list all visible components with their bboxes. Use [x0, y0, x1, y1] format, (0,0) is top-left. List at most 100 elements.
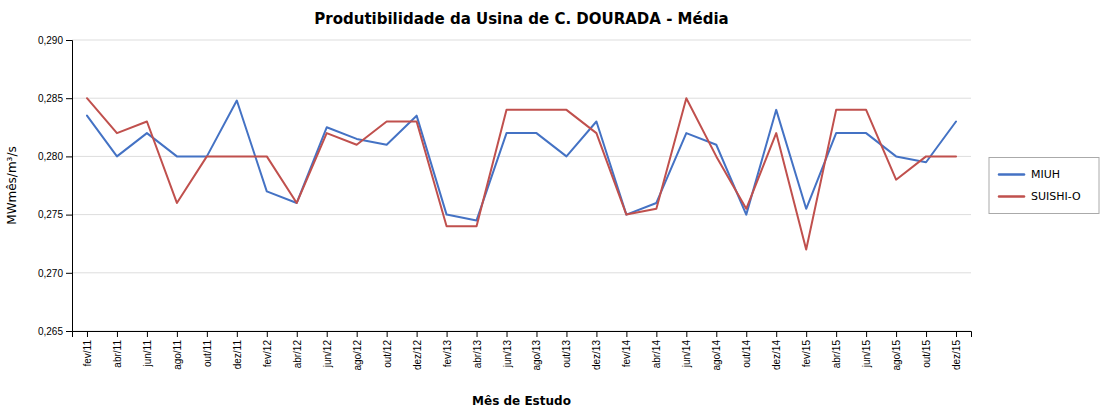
tick: abr/13: [472, 331, 483, 368]
tick: 0,285: [38, 93, 72, 104]
tick-mark: [417, 331, 418, 337]
y-axis-title: MWmês/m³/s: [5, 146, 19, 224]
tick-label: fev/14: [621, 340, 632, 368]
line: [87, 98, 956, 249]
tick: abr/15: [831, 331, 842, 368]
axis-line: [73, 332, 972, 338]
tick-mark: [66, 273, 72, 274]
tick: out/14: [741, 331, 752, 368]
grid-line: [72, 98, 971, 99]
tick: ago/11: [172, 331, 183, 370]
tick-mark: [746, 331, 747, 337]
x-axis-title: Mês de Estudo: [472, 394, 571, 408]
tick-label: out/15: [921, 340, 932, 368]
tick-label: out/11: [202, 340, 213, 367]
grid-line: [72, 214, 971, 215]
tick: ago/14: [711, 331, 722, 371]
tick-mark: [357, 331, 358, 337]
tick-mark: [87, 331, 88, 337]
legend-box: [989, 158, 1099, 214]
tick-label: jun/14: [681, 340, 692, 369]
plot: 0,2650,2700,2750,2800,2850,290fev/11abr/…: [38, 35, 972, 371]
tick-mark: [956, 331, 957, 337]
legend-swatch: [999, 195, 1024, 198]
tick-label: abr/11: [112, 340, 123, 368]
tick-mark: [596, 331, 597, 337]
legend: MIUHSUISHI-O: [989, 158, 1099, 214]
tick-label: abr/13: [472, 340, 483, 369]
tick: out/15: [921, 331, 932, 368]
legend-item: MIUH: [999, 168, 1060, 181]
tick-label: jun/13: [502, 340, 513, 369]
tick: dez/13: [591, 331, 602, 370]
tick-mark: [507, 331, 508, 337]
x-axis: fev/11 abr/11 jun/11 ago/11 out/11 dez/11 fev/…: [73, 331, 972, 371]
tick-mark: [66, 215, 72, 216]
title: Produtibilidade da Usina de C. DOURADA -…: [314, 10, 728, 28]
tick-mark: [776, 331, 777, 337]
tick-label: 0,265: [38, 326, 63, 337]
grid-line: [72, 272, 971, 273]
tick: jun/13: [502, 331, 513, 368]
tick: out/13: [561, 331, 572, 368]
tick-mark: [327, 331, 328, 337]
tick-label: dez/12: [412, 340, 423, 370]
tick: abr/11: [112, 331, 123, 368]
tick-mark: [896, 331, 897, 337]
tick-label: out/13: [561, 340, 572, 368]
tick: dez/12: [412, 331, 423, 370]
tick-mark: [237, 331, 238, 337]
tick-label: abr/12: [292, 340, 303, 369]
tick-mark: [207, 331, 208, 337]
tick-mark: [66, 40, 72, 41]
tick-label: 0,290: [38, 35, 63, 46]
tick: ago/13: [531, 331, 542, 371]
tick: 0,275: [38, 209, 72, 220]
tick-label: jun/11: [142, 340, 153, 368]
tick: 0,270: [38, 268, 72, 279]
tick: dez/14: [771, 331, 782, 370]
grid-line: [72, 40, 971, 41]
tick-label: ago/14: [711, 340, 722, 371]
tick: fev/13: [442, 331, 453, 367]
tick-label: ago/15: [891, 340, 902, 371]
tick-label: 0,285: [38, 93, 63, 104]
tick-label: ago/12: [352, 340, 363, 371]
tick-label: out/12: [382, 340, 393, 368]
tick-label: ago/11: [172, 340, 183, 370]
tick-mark: [147, 331, 148, 337]
axis-line: [66, 41, 73, 332]
tick-mark: [66, 331, 72, 332]
tick-label: dez/14: [771, 340, 782, 370]
chart: 0,2650,2700,2750,2800,2850,290fev/11abr/…: [0, 0, 1111, 413]
tick-mark: [566, 331, 567, 337]
tick: jun/12: [322, 331, 333, 368]
grid: [72, 40, 971, 331]
tick-label: 0,275: [38, 209, 63, 220]
tick-label: jun/12: [322, 340, 333, 369]
tick: out/12: [382, 331, 393, 368]
tick-label: fev/15: [801, 340, 812, 368]
tick-mark: [716, 331, 717, 337]
legend-swatch: [999, 173, 1024, 176]
tick-mark: [806, 331, 807, 337]
tick: jun/11: [142, 331, 153, 368]
tick: dez/15: [951, 331, 962, 370]
tick-label: fev/11: [82, 340, 93, 367]
tick-label: abr/15: [831, 340, 842, 369]
series-group: [87, 98, 956, 249]
y-axis: 0,2650,2700,2750,2800,2850,290: [38, 35, 73, 337]
tick-label: dez/11: [232, 340, 243, 370]
tick-label: 0,270: [38, 268, 63, 279]
tick-mark: [66, 98, 72, 99]
tick: dez/11: [232, 331, 243, 369]
tick-mark: [177, 331, 178, 337]
tick: jun/15: [861, 331, 872, 368]
tick-mark: [686, 331, 687, 337]
tick-label: fev/12: [262, 340, 273, 368]
tick: abr/14: [651, 331, 662, 368]
tick-mark: [866, 331, 867, 337]
tick: ago/12: [352, 331, 363, 371]
tick-label: out/14: [741, 340, 752, 368]
tick-label: dez/13: [591, 340, 602, 370]
